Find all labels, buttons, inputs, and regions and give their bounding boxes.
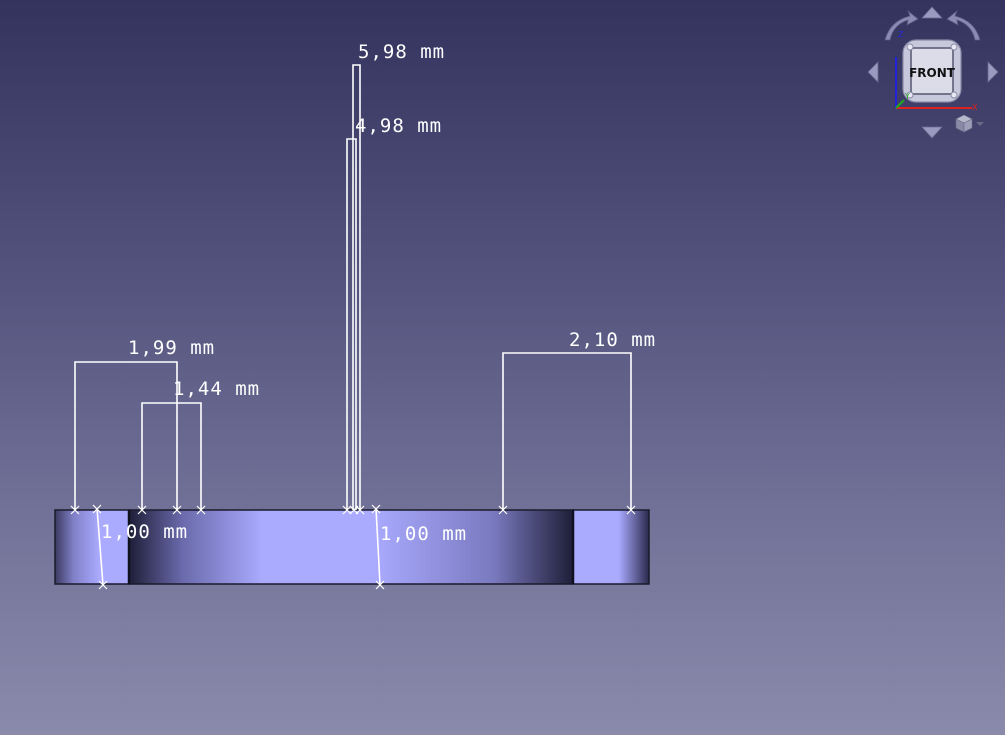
arrow-up-icon[interactable] <box>922 7 942 18</box>
y-axis-label: Y <box>904 92 910 101</box>
cube-corner[interactable] <box>951 92 957 98</box>
rotate-right-icon[interactable] <box>947 11 980 40</box>
cube-corner[interactable] <box>951 44 957 50</box>
part-segment-right[interactable] <box>573 510 649 584</box>
arrow-right-icon[interactable] <box>988 62 998 82</box>
view-menu-cube-icon[interactable] <box>956 115 972 132</box>
dimension-4-98[interactable]: 4,98 mm <box>347 115 442 510</box>
x-axis-label: X <box>972 103 978 112</box>
cube-corner[interactable] <box>907 44 913 50</box>
cube-face-label: FRONT <box>909 66 956 80</box>
dimension-line <box>347 139 356 510</box>
navigation-cube[interactable]: FRONT Z X Y <box>860 5 1005 145</box>
z-axis-label: Z <box>898 30 904 39</box>
dimension-1-44[interactable]: 1,44 mm <box>142 378 260 510</box>
arrow-down-icon[interactable] <box>922 127 942 138</box>
arrow-left-icon[interactable] <box>868 62 878 82</box>
y-axis-line <box>896 100 904 108</box>
dimension-label[interactable]: 4,98 mm <box>355 115 442 137</box>
dimension-label[interactable]: 1,99 mm <box>128 337 215 359</box>
part-segment-center[interactable] <box>129 510 573 584</box>
dimension-5-98[interactable]: 5,98 mm <box>353 41 445 510</box>
dimension-1-99[interactable]: 1,99 mm <box>75 337 215 510</box>
dropdown-caret-icon[interactable] <box>976 122 984 126</box>
cube-face-front[interactable]: FRONT <box>903 40 961 102</box>
dimension-line <box>142 403 201 510</box>
dimension-line <box>75 362 177 510</box>
dimension-label[interactable]: 2,10 mm <box>569 329 656 351</box>
dimension-2-10[interactable]: 2,10 mm <box>503 329 656 510</box>
dimension-label[interactable]: 5,98 mm <box>358 41 445 63</box>
dimension-label[interactable]: 1,00 mm <box>380 523 467 545</box>
dimension-line <box>503 353 631 510</box>
dimension-label[interactable]: 1,44 mm <box>173 378 260 400</box>
dimension-label[interactable]: 1,00 mm <box>101 521 188 543</box>
